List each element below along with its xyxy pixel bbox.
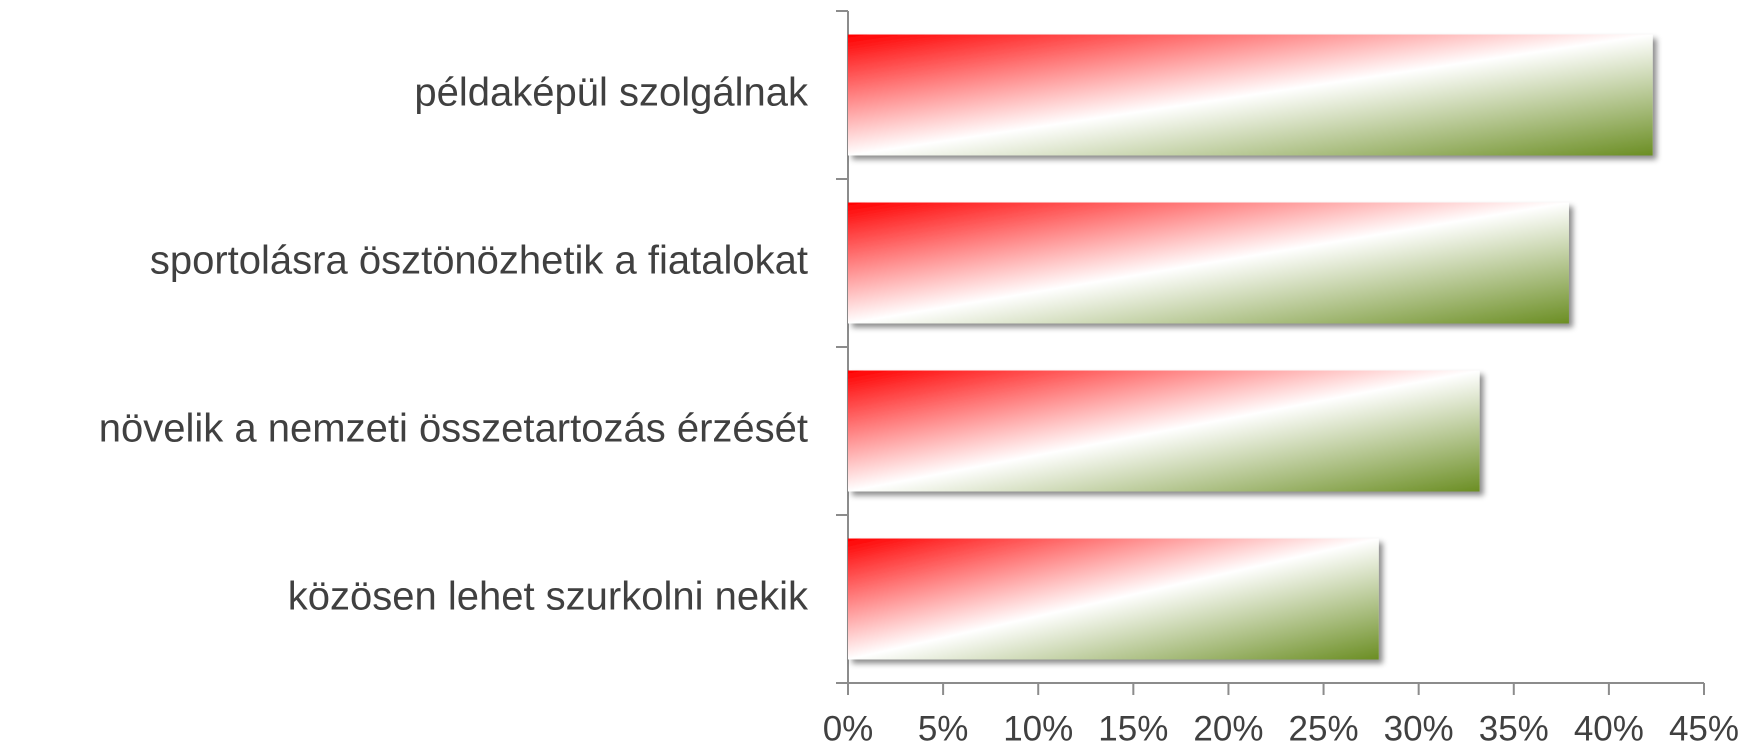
x-tick-label: 20% <box>1193 709 1263 748</box>
x-tick-label: 30% <box>1384 709 1454 748</box>
y-tick-label: példaképül szolgálnak <box>414 71 809 115</box>
y-tick-label: sportolásra ösztönözhetik a fiatalokat <box>150 239 808 283</box>
bar <box>848 34 1653 156</box>
y-tick-label: növelik a nemzeti összetartozás érzését <box>99 407 808 451</box>
bar <box>848 202 1569 324</box>
y-tick-label: közösen lehet szurkolni nekik <box>288 575 809 619</box>
bar <box>848 538 1379 660</box>
x-tick-label: 45% <box>1669 709 1739 748</box>
x-tick-label: 35% <box>1479 709 1549 748</box>
x-tick-label: 10% <box>1003 709 1073 748</box>
x-tick-label: 15% <box>1098 709 1168 748</box>
bar <box>848 370 1480 492</box>
x-tick-label: 0% <box>823 709 874 748</box>
x-tick-label: 25% <box>1289 709 1359 748</box>
x-tick-label: 40% <box>1574 709 1644 748</box>
x-tick-label: 5% <box>918 709 969 748</box>
